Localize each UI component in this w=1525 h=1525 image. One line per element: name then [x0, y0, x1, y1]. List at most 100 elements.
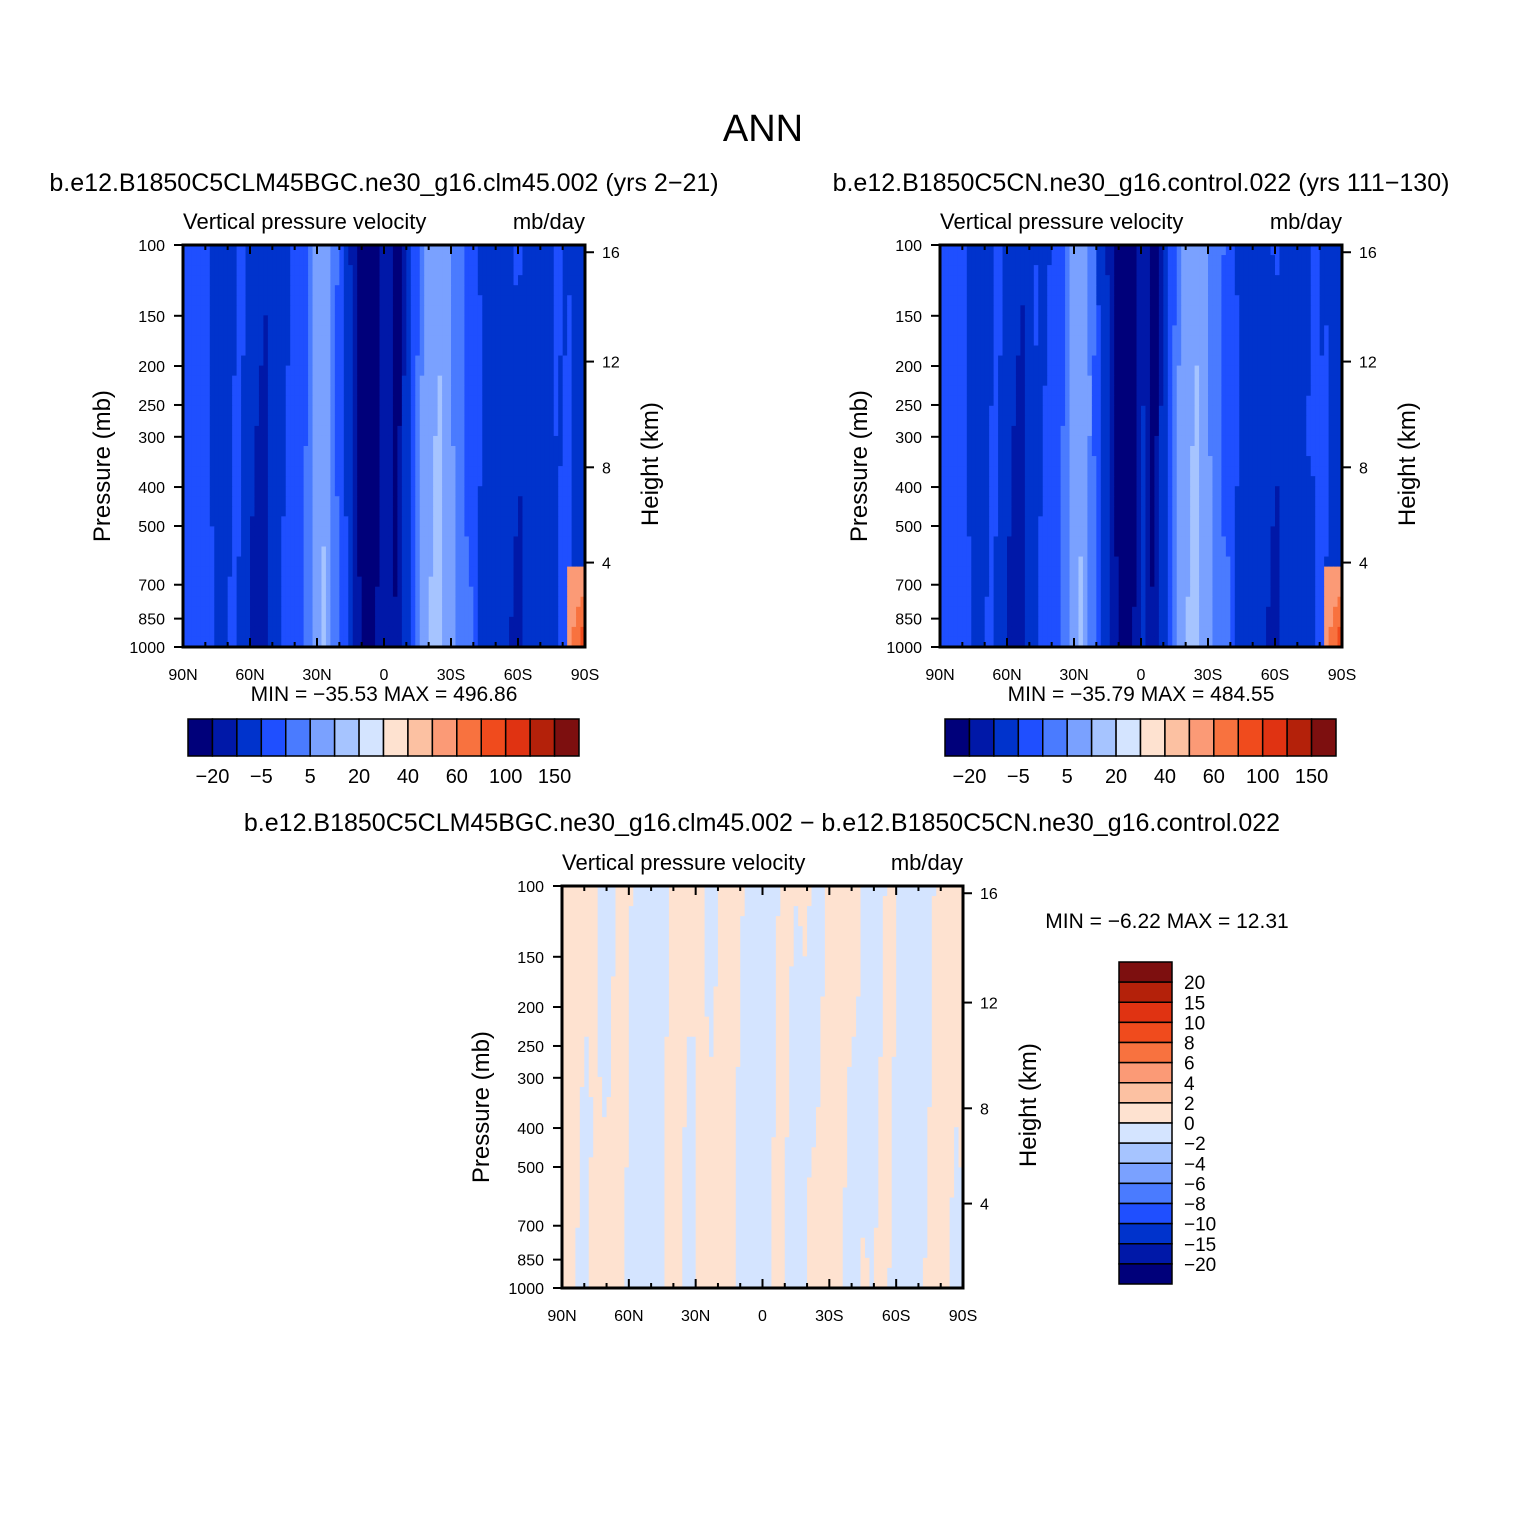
contour-cell: [562, 486, 568, 497]
contour-cell: [263, 265, 269, 276]
contour-cell: [285, 606, 291, 618]
contour-cell: [312, 395, 318, 407]
contour-cell: [361, 265, 367, 276]
contour-cell: [325, 305, 331, 316]
contour-cell: [1033, 245, 1039, 256]
contour-cell: [384, 506, 390, 517]
contour-cell: [1038, 375, 1044, 387]
contour-cell: [285, 446, 291, 457]
contour-cell: [540, 606, 546, 618]
contour-cell: [214, 596, 220, 608]
contour-cell: [218, 365, 224, 377]
contour-cell: [433, 446, 439, 457]
contour-cell: [294, 626, 300, 638]
contour-cell: [1118, 365, 1124, 377]
contour-cell: [1319, 375, 1325, 387]
contour-cell: [375, 335, 381, 347]
contour-cell: [468, 586, 474, 598]
contour-cell: [518, 486, 524, 497]
contour-cell: [451, 415, 457, 427]
contour-cell: [1118, 255, 1124, 266]
contour-cell: [424, 315, 430, 326]
contour-cell: [281, 496, 287, 507]
contour-cell: [424, 295, 430, 306]
contour-cell: [1002, 345, 1008, 357]
contour-cell: [451, 335, 457, 347]
contour-cell: [343, 566, 349, 578]
contour-cell: [1002, 305, 1008, 316]
contour-cell: [437, 435, 443, 447]
contour-cell: [325, 315, 331, 326]
contour-cell: [392, 466, 398, 477]
contour-cell: [1033, 285, 1039, 296]
contour-cell: [209, 385, 215, 397]
contour-cell: [183, 385, 189, 397]
contour-cell: [553, 546, 559, 558]
contour-cell: [343, 245, 349, 256]
contour-cell: [267, 245, 273, 256]
contour-cell: [370, 395, 376, 407]
contour-cell: [325, 616, 331, 628]
contour-cell: [250, 586, 256, 598]
contour-cell: [388, 566, 394, 578]
contour-cell: [571, 456, 577, 467]
contour-cell: [1243, 275, 1249, 286]
contour-cell: [1149, 335, 1155, 347]
contour-cell: [1100, 295, 1106, 306]
contour-cell: [526, 385, 532, 397]
contour-cell: [1194, 365, 1200, 377]
contour-cell: [366, 626, 372, 638]
contour-cell: [468, 626, 474, 638]
contour-cell: [258, 315, 264, 326]
contour-cell: [250, 576, 256, 588]
contour-cell: [276, 385, 282, 397]
contour-cell: [1275, 335, 1281, 347]
contour-cell: [1024, 255, 1030, 266]
contour-cell: [254, 536, 260, 548]
contour-cell: [330, 305, 336, 316]
contour-cell: [980, 315, 986, 326]
contour-cell: [352, 415, 358, 427]
contour-cell: [397, 265, 403, 276]
contour-cell: [357, 576, 363, 588]
contour-cell: [330, 335, 336, 347]
contour-cell: [437, 546, 443, 558]
contour-cell: [544, 606, 550, 618]
contour-cell: [312, 315, 318, 326]
contour-cell: [1118, 375, 1124, 387]
contour-cell: [343, 556, 349, 568]
contour-cell: [361, 365, 367, 377]
contour-cell: [205, 355, 211, 367]
contour-cell: [1328, 305, 1334, 316]
contour-cell: [576, 305, 582, 316]
contour-cell: [419, 425, 425, 437]
contour-cell: [504, 546, 510, 558]
contour-cell: [446, 546, 452, 558]
contour-cell: [571, 466, 577, 477]
contour-cell: [1310, 265, 1316, 276]
contour-cell: [1301, 265, 1307, 276]
contour-cell: [526, 415, 532, 427]
contour-cell: [975, 375, 981, 387]
contour-cell: [375, 405, 381, 417]
contour-cell: [361, 446, 367, 457]
contour-cell: [957, 275, 963, 286]
contour-cell: [388, 556, 394, 568]
contour-cell: [1038, 255, 1044, 266]
contour-cell: [473, 305, 479, 316]
contour-cell: [509, 435, 515, 447]
contour-cell: [267, 466, 273, 477]
contour-cell: [1118, 335, 1124, 347]
contour-cell: [357, 435, 363, 447]
contour-cell: [562, 596, 568, 608]
contour-cell: [989, 285, 995, 296]
contour-cell: [285, 285, 291, 296]
contour-cell: [254, 385, 260, 397]
contour-cell: [482, 516, 488, 527]
contour-cell: [223, 486, 229, 497]
contour-cell: [263, 345, 269, 357]
contour-cell: [218, 345, 224, 357]
contour-cell: [491, 546, 497, 558]
contour-cell: [437, 285, 443, 296]
contour-cell: [392, 476, 398, 487]
